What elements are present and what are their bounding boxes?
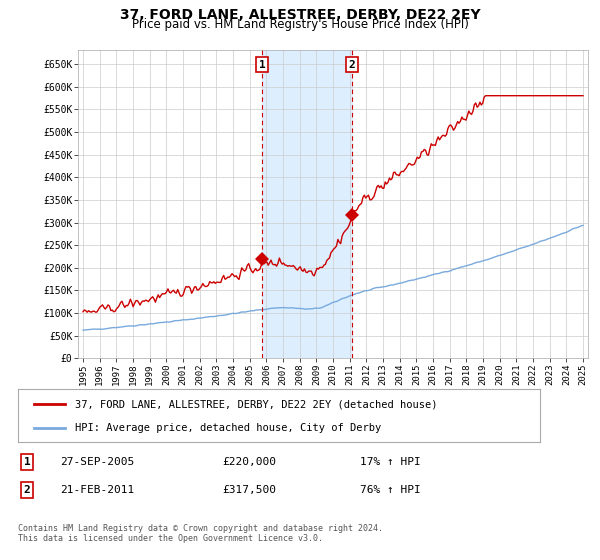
Text: £220,000: £220,000: [222, 457, 276, 467]
Text: 17% ↑ HPI: 17% ↑ HPI: [360, 457, 421, 467]
Text: 76% ↑ HPI: 76% ↑ HPI: [360, 485, 421, 495]
Text: 2: 2: [23, 485, 31, 495]
Text: £317,500: £317,500: [222, 485, 276, 495]
Text: 27-SEP-2005: 27-SEP-2005: [60, 457, 134, 467]
Text: 37, FORD LANE, ALLESTREE, DERBY, DE22 2EY: 37, FORD LANE, ALLESTREE, DERBY, DE22 2E…: [119, 8, 481, 22]
Text: 21-FEB-2011: 21-FEB-2011: [60, 485, 134, 495]
Bar: [262, 50, 352, 358]
Text: 1: 1: [23, 457, 31, 467]
Text: 37, FORD LANE, ALLESTREE, DERBY, DE22 2EY (detached house): 37, FORD LANE, ALLESTREE, DERBY, DE22 2E…: [76, 399, 438, 409]
Text: Contains HM Land Registry data © Crown copyright and database right 2024.
This d: Contains HM Land Registry data © Crown c…: [18, 524, 383, 543]
Text: 1: 1: [259, 60, 266, 69]
Text: HPI: Average price, detached house, City of Derby: HPI: Average price, detached house, City…: [76, 422, 382, 432]
Text: Price paid vs. HM Land Registry's House Price Index (HPI): Price paid vs. HM Land Registry's House …: [131, 18, 469, 31]
Text: 2: 2: [349, 60, 355, 69]
